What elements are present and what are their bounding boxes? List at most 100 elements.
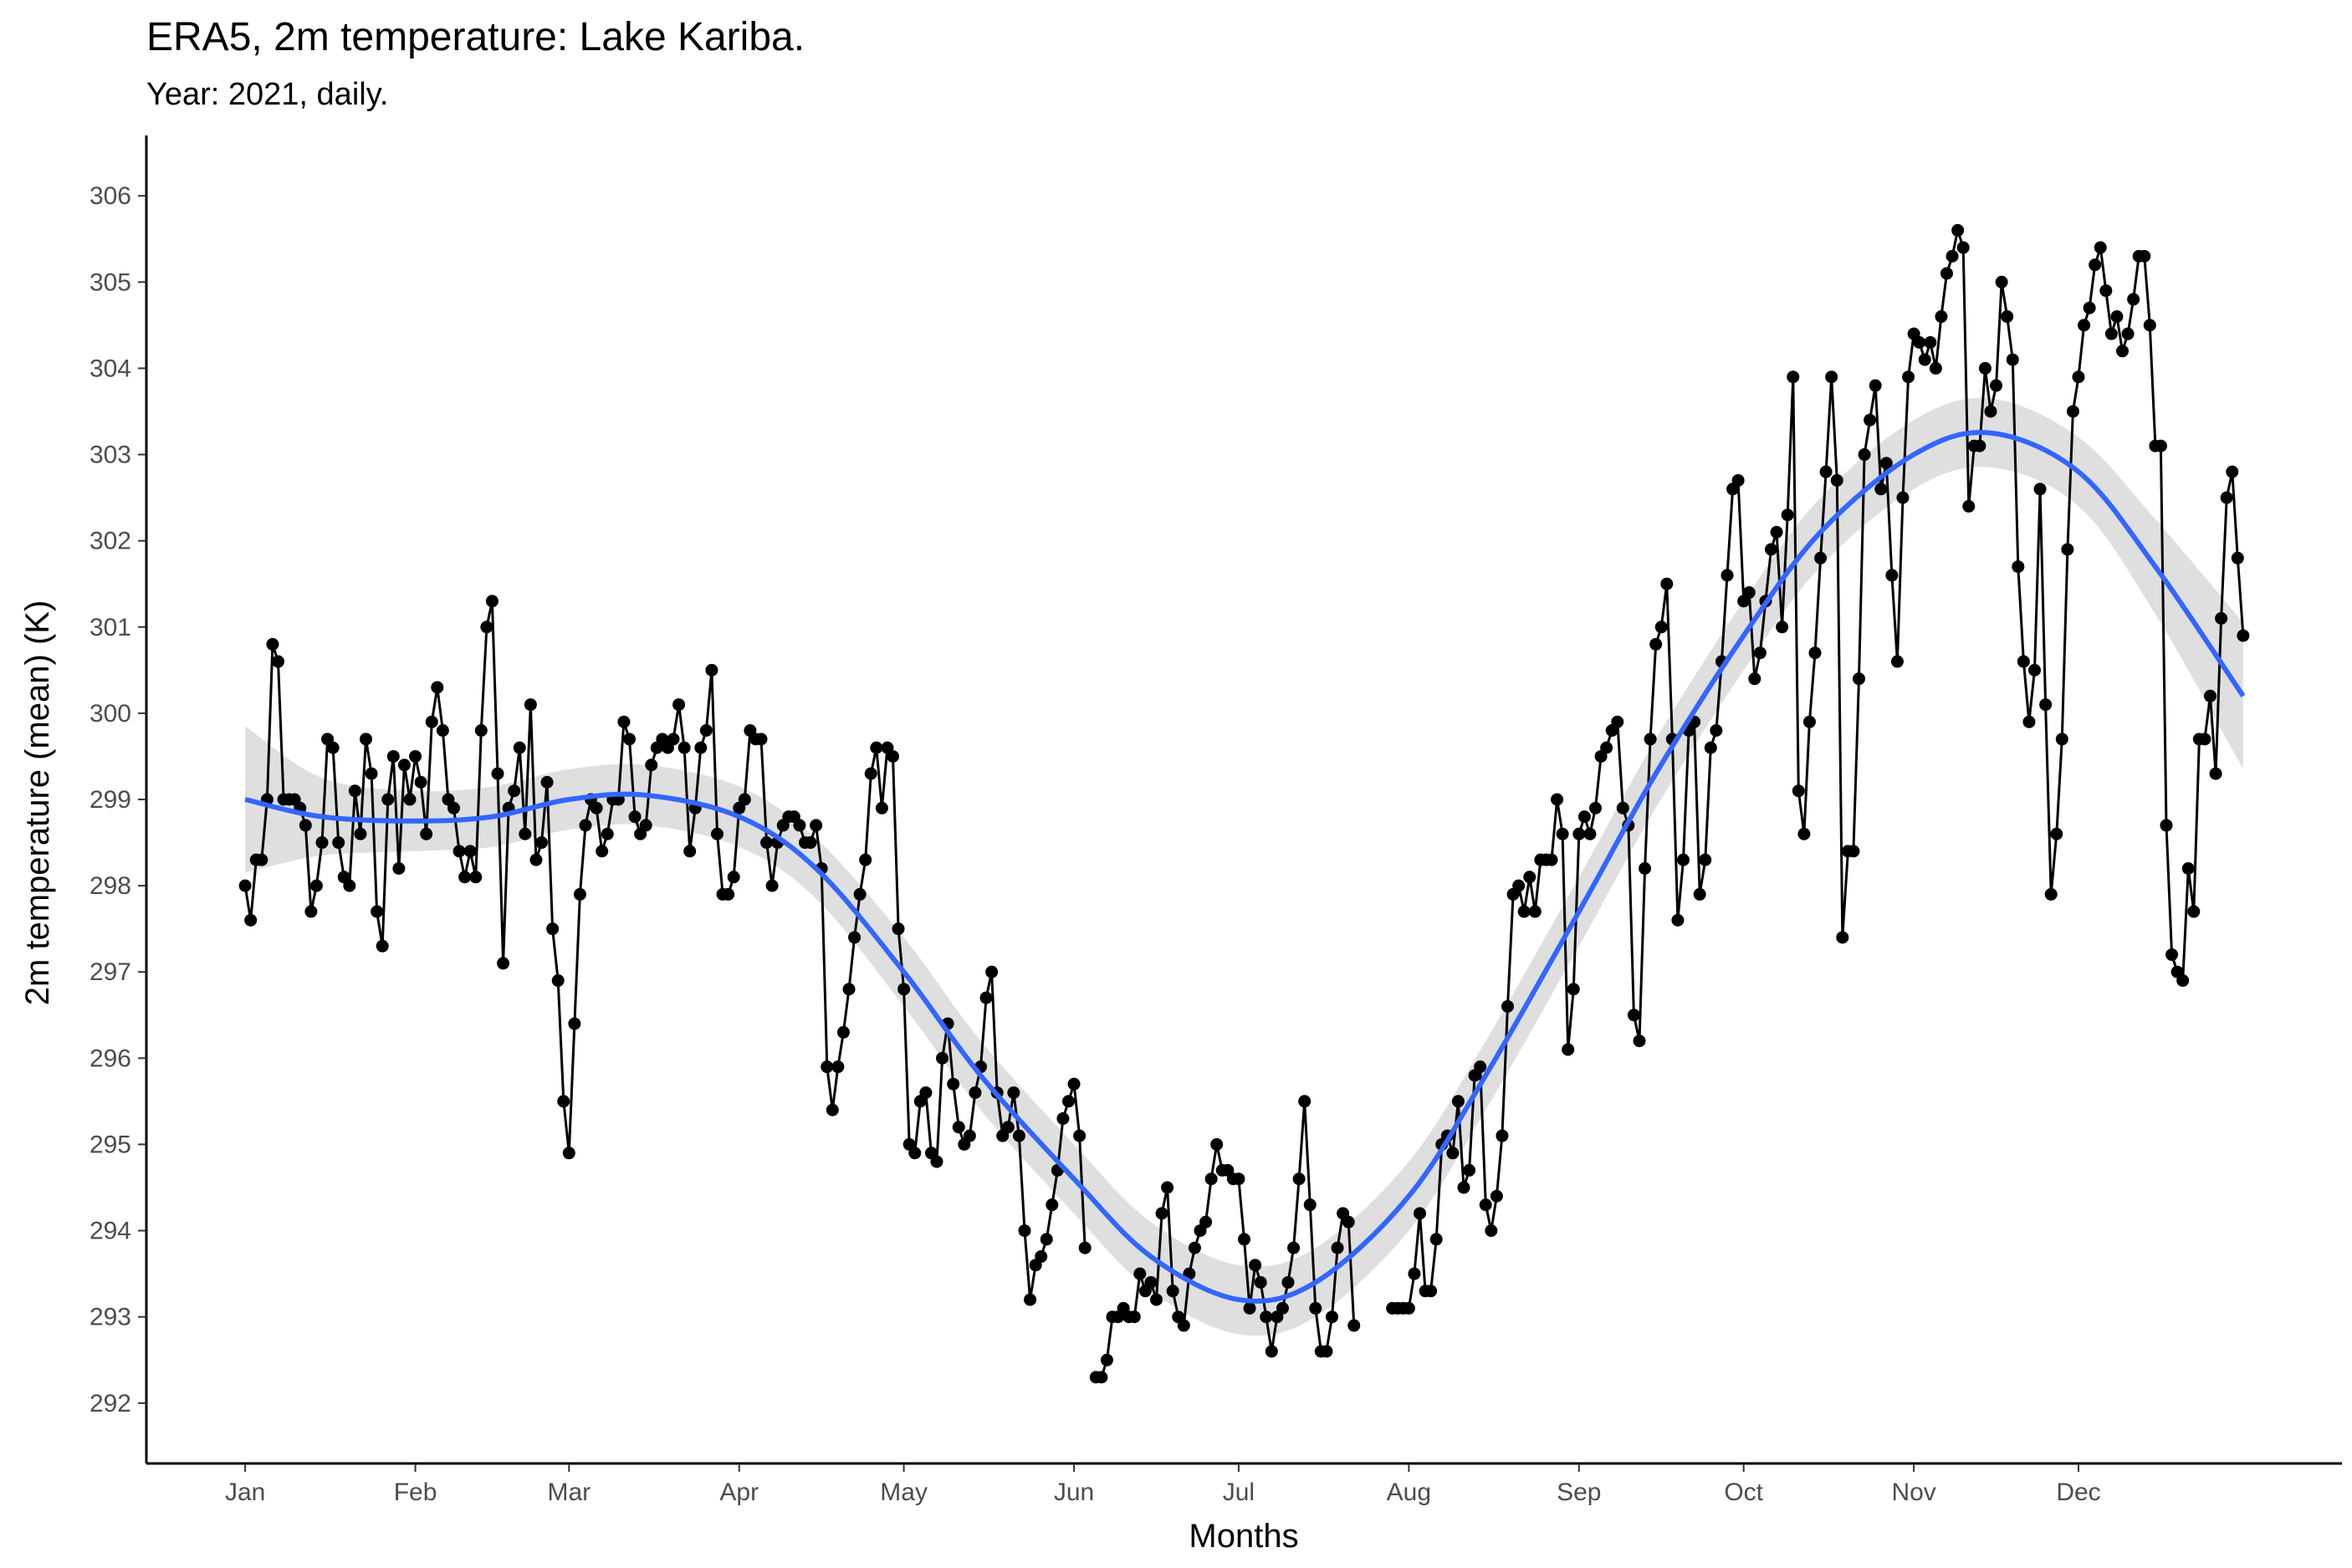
- data-point: [1742, 586, 1756, 600]
- data-point: [919, 1086, 933, 1100]
- data-point: [1787, 370, 1800, 384]
- data-point: [892, 922, 905, 936]
- data-point: [2204, 689, 2217, 702]
- data-point: [1166, 1285, 1179, 1298]
- data-point: [1046, 1198, 1059, 1212]
- data-point: [519, 827, 532, 840]
- data-point: [403, 793, 417, 806]
- data-point: [1414, 1207, 1426, 1220]
- y-tick-label: 304: [89, 355, 131, 382]
- data-point: [2050, 827, 2063, 840]
- data-point: [2127, 293, 2140, 306]
- data-point: [2039, 698, 2053, 712]
- data-point: [683, 845, 697, 858]
- data-point: [810, 819, 823, 832]
- data-point: [420, 827, 433, 840]
- data-point: [848, 931, 862, 944]
- data-point: [1951, 223, 1965, 237]
- data-point: [930, 1155, 943, 1168]
- data-point: [2187, 905, 2201, 918]
- data-point: [2066, 405, 2079, 418]
- data-point: [1770, 525, 1783, 539]
- y-tick-label: 296: [89, 1044, 131, 1072]
- y-tick-label: 293: [89, 1304, 131, 1331]
- data-point: [1639, 861, 1652, 875]
- data-point: [1627, 1009, 1640, 1022]
- data-point: [1303, 1198, 1317, 1212]
- data-point: [1463, 1163, 1476, 1177]
- data-point: [1320, 1345, 1333, 1358]
- data-point: [694, 741, 708, 754]
- data-point: [469, 871, 483, 884]
- data-point: [1155, 1207, 1168, 1220]
- data-point: [1677, 853, 1690, 866]
- data-point: [1973, 439, 1986, 452]
- data-point: [963, 1129, 976, 1142]
- data-point: [1490, 1189, 1503, 1203]
- data-point: [2072, 370, 2085, 384]
- data-point: [1326, 1310, 1338, 1324]
- data-point: [1457, 1181, 1470, 1194]
- data-point: [1095, 1371, 1108, 1384]
- data-point: [836, 1025, 850, 1039]
- x-tick-label: Dec: [2056, 1479, 2100, 1506]
- data-point: [952, 1121, 965, 1134]
- data-point: [299, 819, 312, 832]
- x-tick-label: Oct: [1724, 1479, 1763, 1506]
- y-tick-label: 302: [89, 528, 131, 555]
- data-point: [969, 1086, 982, 1100]
- data-point: [1918, 353, 1931, 366]
- data-point: [864, 767, 877, 780]
- data-point: [1188, 1241, 1201, 1254]
- data-point: [1001, 1121, 1015, 1134]
- data-point: [667, 733, 680, 746]
- data-point: [985, 965, 999, 978]
- data-point: [1012, 1129, 1025, 1142]
- y-tick-label: 301: [89, 614, 131, 641]
- smooth-line: [244, 430, 2246, 1304]
- data-point: [590, 801, 603, 815]
- data-point: [309, 879, 323, 892]
- data-point: [392, 861, 406, 875]
- data-point: [1913, 335, 1926, 349]
- data-point: [480, 621, 493, 634]
- data-point: [381, 793, 395, 806]
- data-point: [1501, 999, 1514, 1013]
- data-point: [371, 905, 384, 918]
- x-tick-label: Sep: [1557, 1479, 1601, 1506]
- data-point: [1978, 361, 1992, 375]
- data-point: [1523, 871, 1536, 884]
- data-point: [474, 724, 488, 738]
- data-point: [425, 715, 438, 728]
- data-point: [1556, 827, 1569, 840]
- data-point: [821, 1060, 834, 1074]
- data-point: [2116, 345, 2129, 358]
- data-point: [1035, 1250, 1048, 1264]
- data-point: [343, 879, 356, 892]
- data-point: [1249, 1259, 1262, 1272]
- data-point: [485, 595, 499, 608]
- data-point: [859, 853, 872, 866]
- data-point: [601, 827, 614, 840]
- data-point: [804, 836, 817, 850]
- data-point: [2198, 733, 2211, 746]
- data-point: [1836, 931, 1849, 944]
- data-point: [711, 827, 723, 840]
- data-point: [386, 749, 400, 763]
- data-point: [562, 1147, 575, 1160]
- data-point: [1446, 1147, 1460, 1160]
- data-point: [1551, 793, 1564, 806]
- data-point: [2104, 327, 2118, 340]
- data-point: [1232, 1172, 1245, 1186]
- data-point: [1429, 1233, 1443, 1246]
- data-point: [1902, 370, 1915, 384]
- data-point: [826, 1103, 839, 1116]
- data-point: [672, 698, 686, 712]
- y-axis-title: 2m temperature (mean) (K): [19, 600, 56, 1006]
- data-point: [1331, 1241, 1344, 1254]
- data-point: [2055, 733, 2068, 746]
- data-point: [2033, 483, 2047, 496]
- data-point: [1611, 715, 1624, 728]
- data-point: [1962, 499, 1976, 513]
- data-point: [831, 1060, 845, 1074]
